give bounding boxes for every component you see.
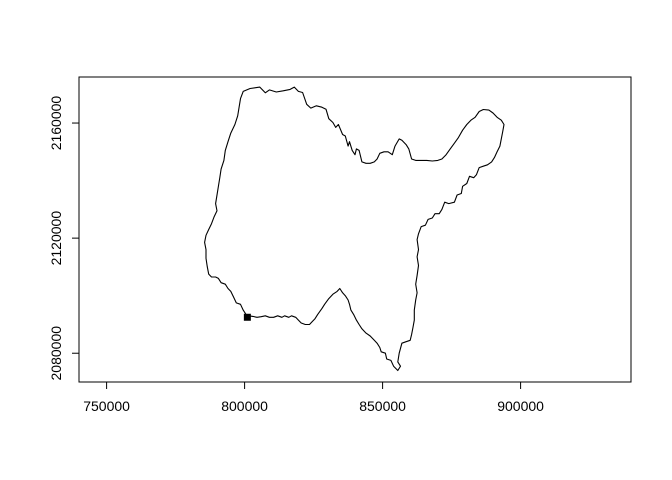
x-axis: 750000 800000 850000 900000 (83, 381, 544, 414)
location-marker (243, 313, 251, 321)
y-tick-label: 2120000 (48, 211, 64, 266)
y-axis: 2080000 2120000 2160000 (48, 96, 80, 381)
y-tick-label: 2160000 (48, 96, 64, 151)
region-boundary-outline (204, 86, 505, 372)
x-tick-label: 800000 (221, 398, 268, 414)
plot-frame (78, 76, 632, 383)
x-tick-label: 750000 (83, 398, 130, 414)
x-tick-label: 900000 (497, 398, 544, 414)
y-tick-label: 2080000 (48, 326, 64, 381)
x-tick-label: 850000 (359, 398, 406, 414)
